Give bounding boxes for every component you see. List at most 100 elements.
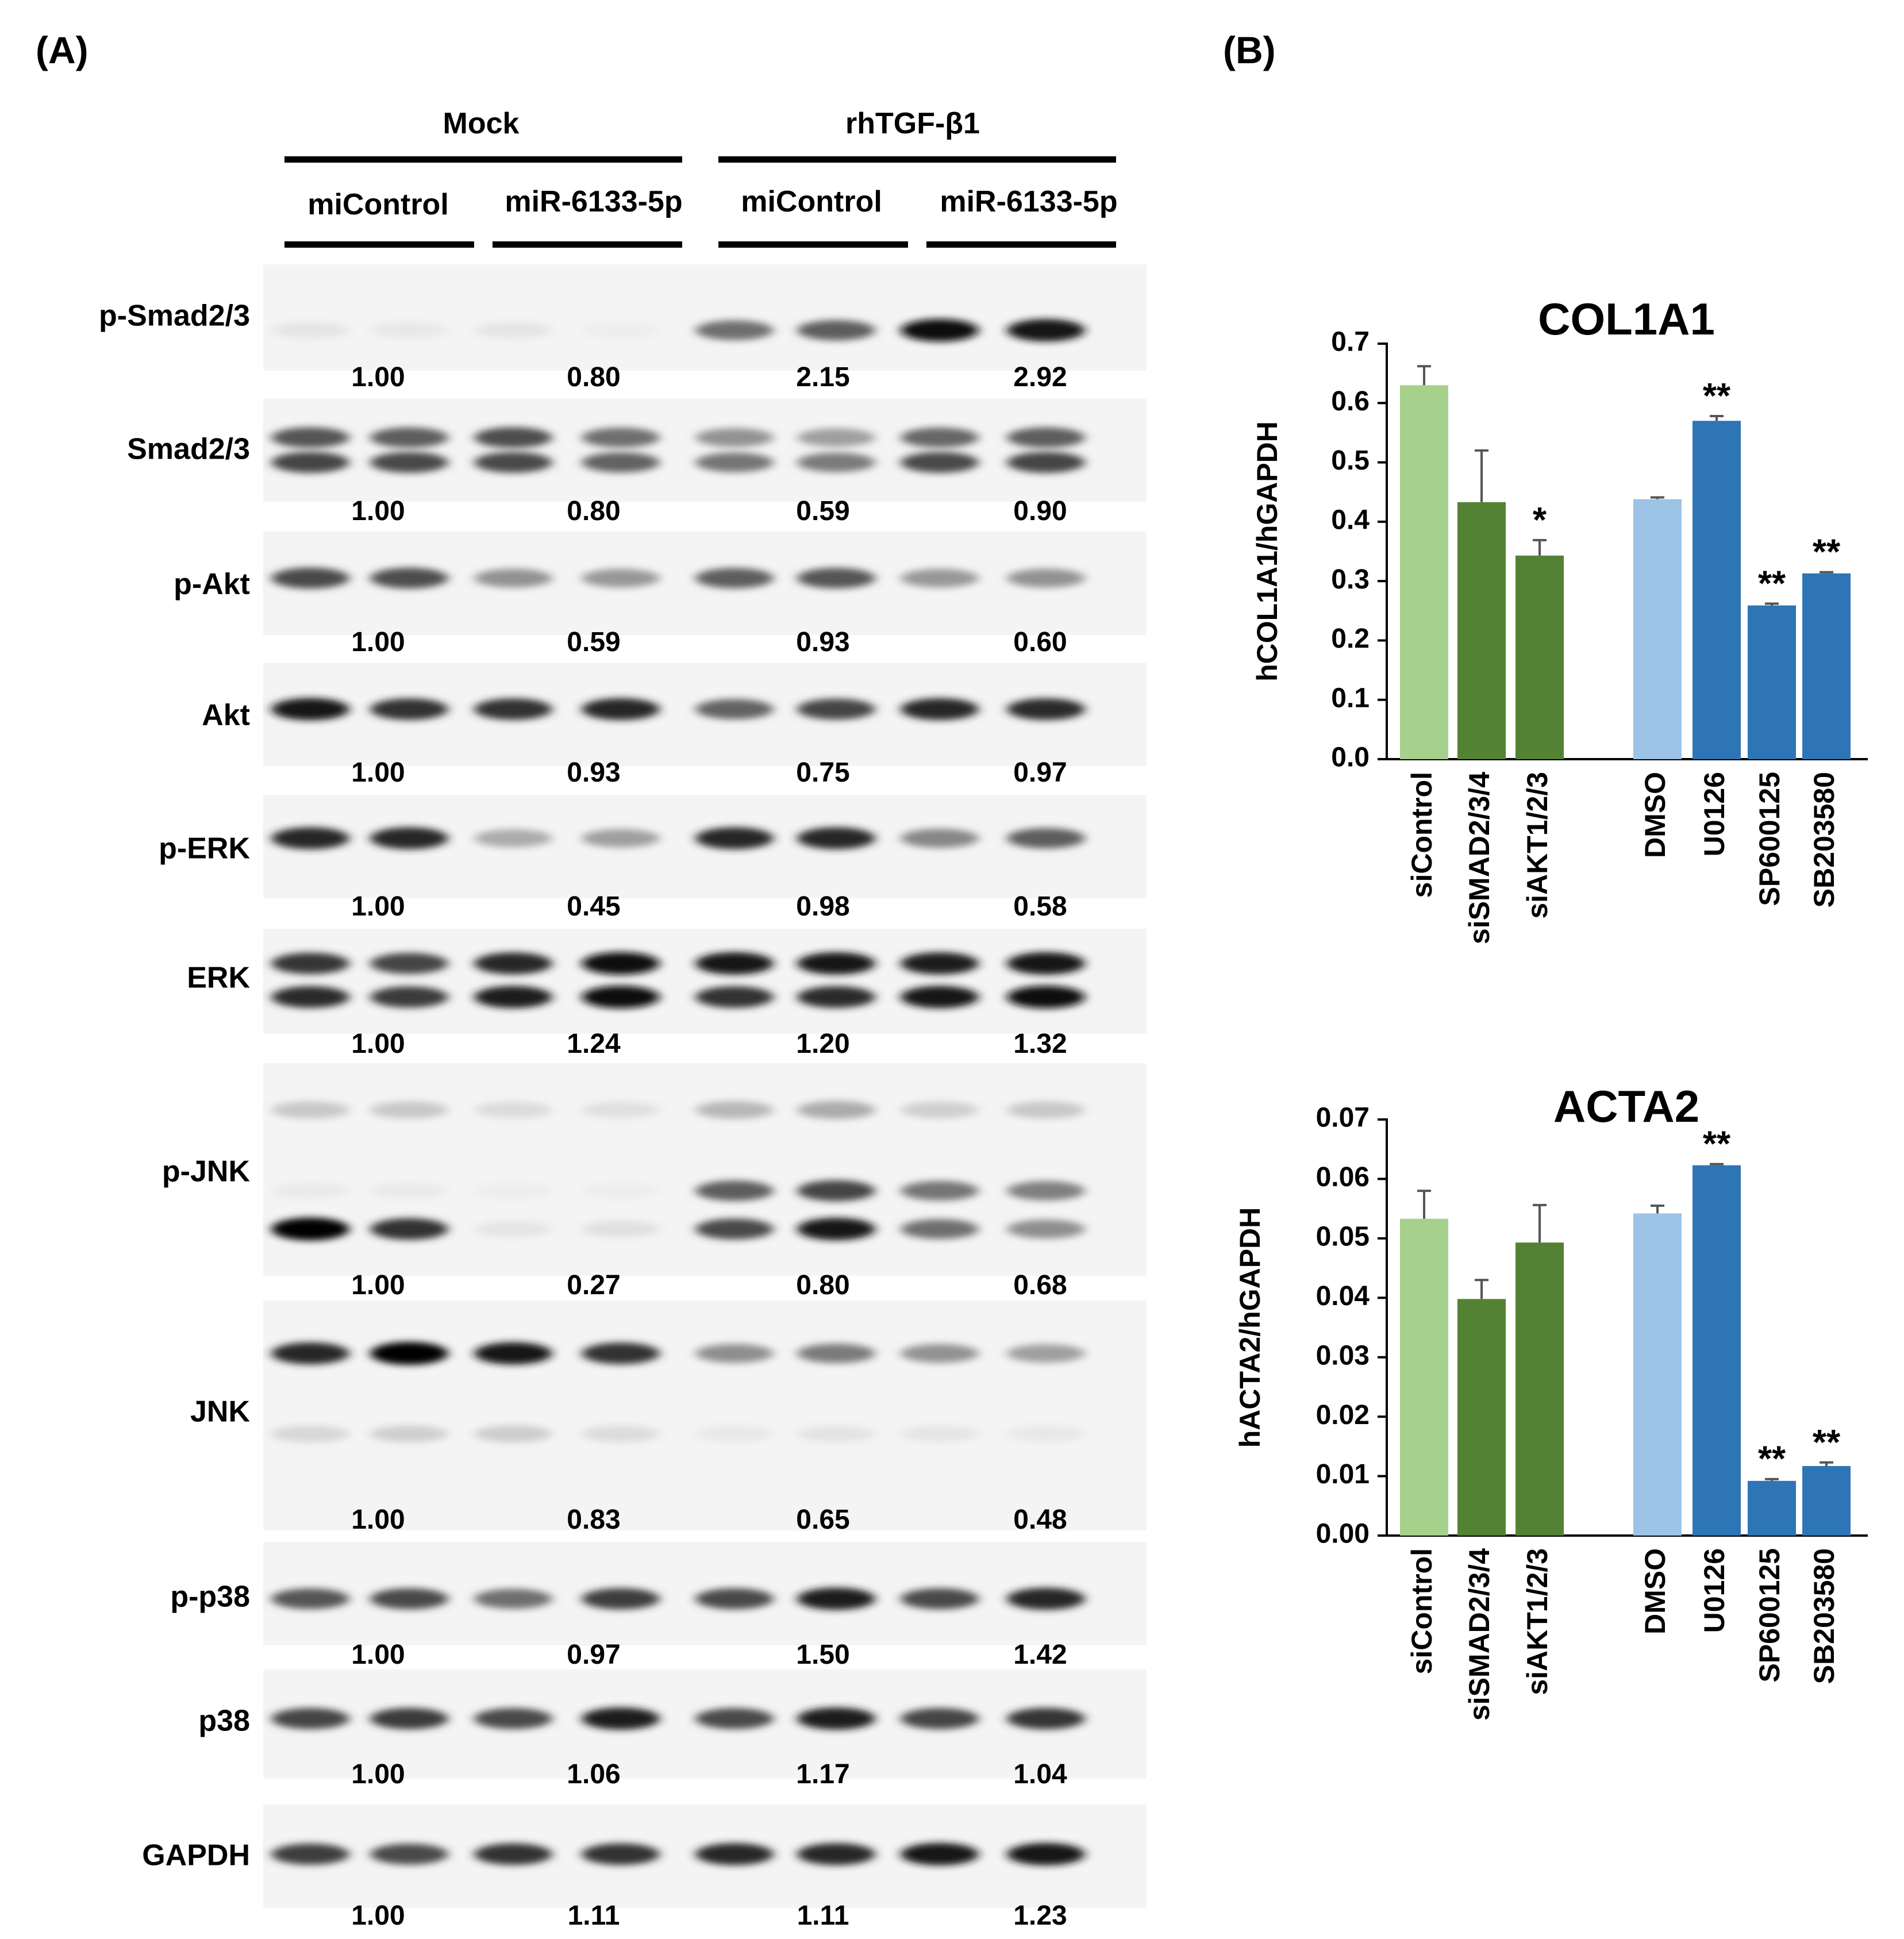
blot-band [370, 1182, 448, 1199]
chart-title: COL1A1 [1538, 294, 1715, 344]
blot-band [370, 1101, 448, 1119]
blot-band [1007, 1181, 1085, 1201]
blot-background [263, 929, 1147, 1034]
bar-dmso [1633, 499, 1682, 759]
blot-label: Akt [202, 699, 250, 732]
quant-value: 1.04 [1013, 1759, 1067, 1790]
blot-band [370, 322, 448, 338]
bar-sismad2-3-4 [1457, 1299, 1506, 1536]
lane-bar-4 [926, 241, 1116, 248]
y-axis-label: hCOL1A1/hGAPDH [1251, 421, 1283, 682]
blot-band [474, 1843, 552, 1865]
blot-band [474, 452, 552, 473]
blot-band [582, 1182, 660, 1199]
y-tick-label: 0.6 [1331, 386, 1370, 417]
quant-value: 0.90 [1013, 496, 1067, 526]
blot-band [370, 1707, 448, 1730]
blot-band [1007, 1219, 1085, 1239]
quant-value: 1.20 [796, 1029, 849, 1059]
blot-band [370, 452, 448, 473]
blot-band [582, 1221, 660, 1238]
blot-band [582, 1425, 660, 1442]
bar-u0126 [1693, 421, 1741, 759]
blot-band [1007, 319, 1085, 342]
panel-b-bar-charts: (B) COL1A1 hCOL1A1/hGAPDH 0.0 0.1 0.2 0.3 0.4 0… [1223, 29, 1868, 1721]
blot-band [582, 1843, 660, 1865]
group-label-mock: Mock [443, 107, 520, 140]
blot-label: p-JNK [162, 1155, 251, 1188]
blot-band [797, 986, 875, 1008]
significance-marker: ** [1758, 1440, 1786, 1479]
blot-band [901, 952, 979, 975]
blot-band [582, 322, 660, 338]
blot-band [271, 1342, 349, 1365]
quant-value: 0.80 [796, 1270, 849, 1301]
blot-band [797, 827, 875, 849]
quant-value: 1.00 [351, 362, 405, 393]
quant-value: 0.93 [796, 627, 849, 657]
quant-value: 1.50 [796, 1640, 849, 1670]
significance-marker: ** [1813, 1423, 1841, 1463]
blot-band [1007, 1587, 1085, 1610]
panel-b-label: (B) [1223, 29, 1276, 71]
blot-band [797, 1425, 875, 1442]
blot-band [797, 452, 875, 472]
blot-band [582, 952, 660, 975]
blot-band [695, 699, 774, 720]
blot-band [695, 1101, 774, 1119]
lane-label-2: miR-6133-5p [505, 185, 682, 218]
blot-band [695, 1588, 774, 1610]
chart-acta2: ACTA2 hACTA2/hGAPDH 0.00 0.01 0.02 0.03 0.04 0.… [1234, 1081, 1868, 1721]
blot-row-p-smad2-3: p-Smad2/3 1.00 0.80 2.15 2.92 [99, 264, 1147, 393]
blot-row-smad2-3: Smad2/3 1.00 0.80 0.59 0.90 [127, 398, 1147, 526]
quant-value: 0.98 [796, 891, 849, 922]
lane-label-3: miControl [741, 185, 882, 218]
blot-band [797, 1101, 875, 1119]
blot-band [474, 1425, 552, 1442]
blot-band [1007, 698, 1085, 720]
blot-band [370, 986, 448, 1008]
blot-label: GAPDH [142, 1839, 250, 1872]
x-tick-label: siControl [1406, 772, 1438, 898]
quant-value: 0.65 [796, 1505, 849, 1535]
y-tick-label: 0.06 [1316, 1162, 1370, 1192]
blot-band [271, 1843, 349, 1865]
blot-band [370, 827, 448, 849]
y-tick-label: 0.4 [1331, 505, 1370, 536]
blot-band [901, 452, 979, 473]
blot-row-p-p38: p-p38 1.00 0.97 1.50 1.42 [170, 1542, 1147, 1670]
y-tick-label: 0.01 [1316, 1459, 1370, 1490]
quant-value: 1.42 [1013, 1640, 1067, 1670]
quant-value: 2.92 [1013, 362, 1067, 393]
blot-band [474, 1182, 552, 1199]
quant-value: 1.24 [567, 1029, 621, 1059]
quant-value: 0.59 [796, 496, 849, 526]
quant-value: 1.00 [351, 1270, 405, 1301]
blot-band [901, 568, 979, 588]
blot-band [271, 1101, 349, 1119]
blot-band [271, 1708, 349, 1729]
quant-value: 1.11 [797, 1900, 849, 1931]
blot-band [901, 1101, 979, 1119]
quant-value: 0.27 [567, 1270, 620, 1301]
bar-siakt1-2-3 [1515, 1242, 1564, 1536]
lane-label-1: miControl [307, 188, 449, 221]
blot-band [474, 952, 552, 975]
blot-band [695, 568, 774, 588]
y-tick-label: 0.00 [1316, 1519, 1370, 1549]
blot-label: p-p38 [170, 1580, 250, 1614]
x-tick-label: DMSO [1639, 1548, 1671, 1634]
blot-band [582, 428, 660, 448]
quant-value: 0.45 [567, 891, 620, 922]
y-tick-label: 0.3 [1331, 564, 1370, 595]
quant-value: 2.15 [796, 362, 849, 393]
blot-band [1007, 1344, 1085, 1363]
x-tick-label: SP600125 [1753, 772, 1786, 906]
blot-band [370, 1218, 448, 1240]
blot-band [582, 1707, 660, 1730]
group-bar-mock [284, 156, 682, 163]
blot-band [370, 1342, 448, 1365]
blot-label: p-Akt [174, 568, 250, 601]
blot-band [1007, 427, 1085, 448]
